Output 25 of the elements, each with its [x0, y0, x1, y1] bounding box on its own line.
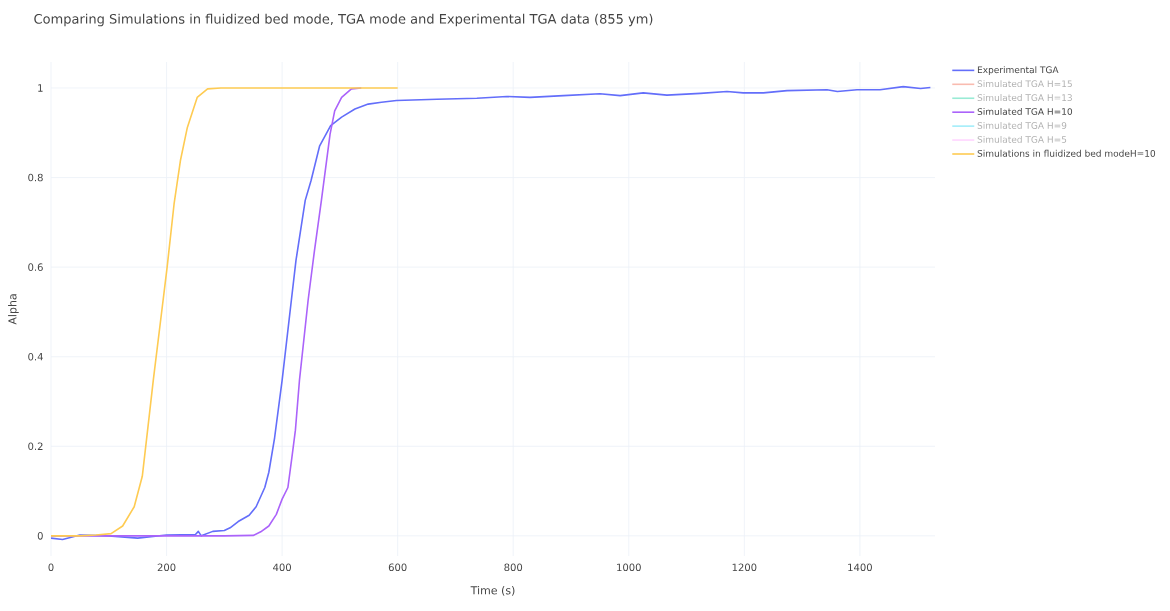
- legend-label: Simulated TGA H=13: [977, 94, 1072, 102]
- x-tick-label: 600: [388, 563, 407, 572]
- x-tick-label: 0: [48, 563, 54, 572]
- legend-label: Simulated TGA H=15: [977, 80, 1072, 88]
- y-axis-title: Alpha: [8, 294, 19, 325]
- legend-label: Simulations in fluidized bed modeH=10: [977, 149, 1156, 157]
- legend-label: Simulated TGA H=9: [977, 121, 1067, 129]
- y-tick-label: 1: [38, 84, 43, 92]
- y-tick-label: 0.8: [28, 173, 43, 182]
- chart-title: Comparing Simulations in fluidized bed mode, TGA mode and Experimental TGA data (855 ym): [34, 13, 653, 27]
- x-tick-label: 400: [273, 563, 291, 572]
- x-tick-label: 1400: [848, 563, 872, 572]
- y-tick-label: 0.4: [28, 352, 43, 361]
- x-tick-label: 800: [504, 563, 523, 572]
- y-tick-label: 0: [37, 532, 43, 540]
- x-axis-title: Time (s): [470, 585, 515, 596]
- legend-label: Experimental TGA: [977, 66, 1059, 75]
- y-tick-label: 0.6: [28, 263, 43, 271]
- legend-label: Simulated TGA H=10: [977, 108, 1073, 115]
- legend-label: Simulated TGA H=5: [977, 135, 1067, 143]
- x-tick-label: 200: [157, 563, 176, 572]
- line-series: [51, 85, 932, 541]
- y-tick-label: 0.2: [28, 442, 43, 451]
- x-tick-label: 1000: [617, 563, 641, 572]
- x-tick-label: 1200: [732, 563, 757, 572]
